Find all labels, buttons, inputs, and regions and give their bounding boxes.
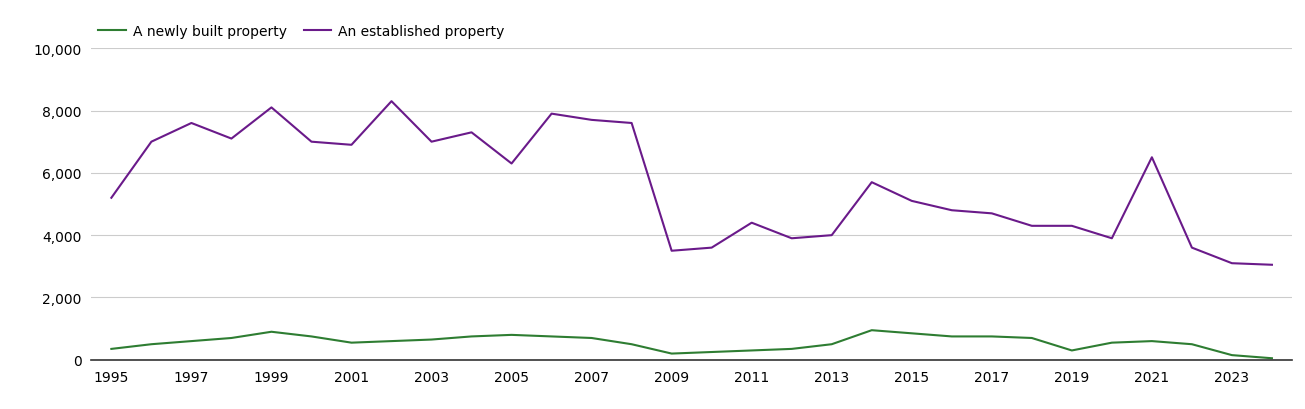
An established property xyxy=(984,211,1000,216)
An established property xyxy=(384,99,399,104)
An established property xyxy=(1144,155,1160,160)
A newly built property xyxy=(744,348,760,353)
An established property xyxy=(544,112,560,117)
A newly built property xyxy=(664,351,680,356)
A newly built property xyxy=(384,339,399,344)
A newly built property xyxy=(184,339,200,344)
A newly built property xyxy=(1144,339,1160,344)
A newly built property xyxy=(904,331,920,336)
An established property xyxy=(504,162,519,166)
An established property xyxy=(823,233,839,238)
A newly built property xyxy=(1224,353,1240,358)
A newly built property xyxy=(504,333,519,337)
A newly built property xyxy=(583,336,599,341)
A newly built property xyxy=(343,340,359,345)
A newly built property xyxy=(304,334,320,339)
An established property xyxy=(304,140,320,145)
An established property xyxy=(703,245,719,250)
An established property xyxy=(864,180,880,185)
A newly built property xyxy=(984,334,1000,339)
An established property xyxy=(1104,236,1120,241)
A newly built property xyxy=(1064,348,1079,353)
A newly built property xyxy=(703,350,719,355)
A newly built property xyxy=(463,334,479,339)
A newly built property xyxy=(864,328,880,333)
An established property xyxy=(1184,245,1199,250)
An established property xyxy=(944,208,959,213)
A newly built property xyxy=(103,346,119,351)
An established property xyxy=(1224,261,1240,266)
An established property xyxy=(664,249,680,254)
An established property xyxy=(744,221,760,226)
Line: A newly built property: A newly built property xyxy=(111,330,1272,358)
A newly built property xyxy=(1104,340,1120,345)
An established property xyxy=(343,143,359,148)
A newly built property xyxy=(1265,356,1280,361)
An established property xyxy=(223,137,239,142)
An established property xyxy=(624,121,639,126)
A newly built property xyxy=(144,342,159,347)
An established property xyxy=(583,118,599,123)
An established property xyxy=(463,130,479,135)
A newly built property xyxy=(823,342,839,347)
An established property xyxy=(424,140,440,145)
A newly built property xyxy=(1184,342,1199,347)
An established property xyxy=(184,121,200,126)
An established property xyxy=(1024,224,1040,229)
A newly built property xyxy=(624,342,639,347)
A newly built property xyxy=(264,330,279,335)
An established property xyxy=(144,140,159,145)
An established property xyxy=(1265,263,1280,267)
Legend: A newly built property, An established property: A newly built property, An established p… xyxy=(98,25,505,39)
A newly built property xyxy=(544,334,560,339)
A newly built property xyxy=(1024,336,1040,341)
A newly built property xyxy=(944,334,959,339)
An established property xyxy=(264,106,279,110)
An established property xyxy=(904,199,920,204)
A newly built property xyxy=(784,346,800,351)
A newly built property xyxy=(424,337,440,342)
A newly built property xyxy=(223,336,239,341)
An established property xyxy=(784,236,800,241)
An established property xyxy=(103,196,119,201)
An established property xyxy=(1064,224,1079,229)
Line: An established property: An established property xyxy=(111,102,1272,265)
